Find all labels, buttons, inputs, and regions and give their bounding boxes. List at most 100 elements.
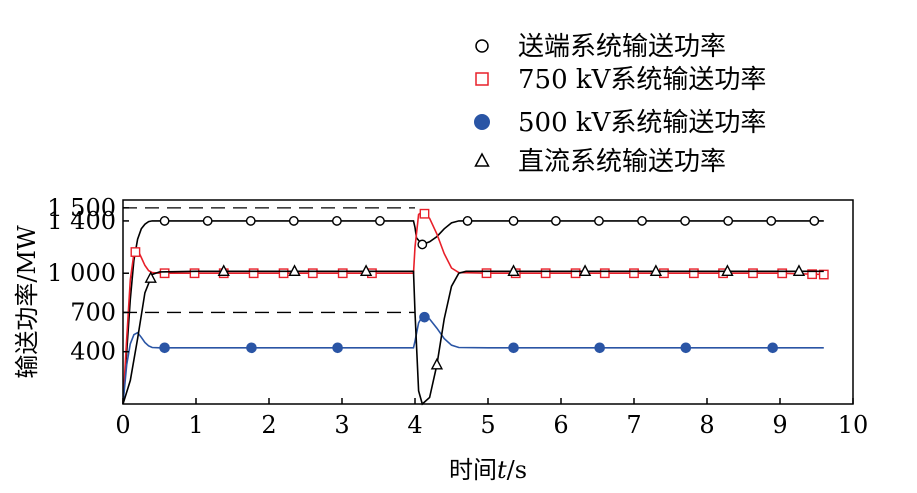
data-point [599,268,610,279]
data-point [550,216,561,226]
series-1 [122,216,824,405]
data-point [202,216,213,226]
x-tick-label: 10 [838,411,869,439]
data-point [680,216,690,226]
data-point [481,268,492,279]
series-line [122,315,824,405]
x-tick-label: 6 [553,411,568,439]
x-axis-label: 时间t/s [449,456,527,484]
data-point [578,264,592,276]
data-point [680,342,692,354]
legend-item: 500 kV系统输送功率 [474,108,766,138]
data-point [130,247,141,257]
y-tick-label: 1 400 [47,207,116,235]
data-point [417,239,428,250]
x-tick-label: 1 [188,411,203,439]
y-tick-label: 1 500 [47,194,116,222]
data-point [767,342,779,354]
legend-item: 750 kV系统输送功率 [475,65,766,95]
legend-marker [475,39,489,53]
data-point [217,264,230,276]
data-point [331,216,342,226]
data-point [430,357,444,370]
data-point [723,216,734,226]
data-point [508,342,519,354]
axes [122,199,854,405]
data-point [419,311,430,323]
data-point [594,342,605,354]
data-point [288,264,301,276]
data-point [144,271,157,283]
data-point [159,342,170,354]
x-axis-label-variable: t [497,456,507,484]
x-tick-label: 5 [480,411,495,439]
y-tick-label: 700 [70,298,116,326]
data-point [159,216,170,226]
legend-item: 直流系统输送功率 [474,147,726,177]
data-point [777,268,788,279]
data-point [508,216,519,226]
data-point [792,264,806,276]
x-tick-label: 8 [699,411,714,439]
legend-item: 送端系统输送功率 [475,32,726,62]
data-point [359,264,373,276]
x-tick-label: 3 [334,411,349,439]
legend-label: 500 kV系统输送功率 [518,108,766,138]
data-point [659,268,669,279]
legend-label: 直流系统输送功率 [518,147,726,177]
legend-label: 750 kV系统输送功率 [518,65,766,95]
x-axis-label-unit: /s [507,456,527,484]
data-point [570,268,581,279]
legend-marker [475,72,489,86]
data-point [288,216,299,226]
data-point [594,216,604,226]
data-point [278,268,289,279]
x-tick-label: 7 [626,411,641,439]
data-point [629,268,639,279]
x-tick-label: 4 [407,411,422,439]
series-line [122,270,824,406]
data-point [245,216,256,226]
data-point [688,268,699,279]
reference-lines [123,207,415,314]
legend-marker [474,152,490,167]
data-point [159,268,170,279]
series-layer [122,208,829,406]
y-tick-label: 400 [70,338,116,366]
data-point [246,342,257,354]
data-point [637,216,647,226]
x-tick-label: 9 [772,411,787,439]
data-point [307,268,318,279]
data-point [721,264,734,276]
data-point [337,268,348,279]
data-point [189,268,200,279]
data-point [809,216,820,226]
data-point [540,268,551,279]
legend-marker [474,114,490,130]
y-tick-label: 1 000 [47,259,116,287]
data-point [462,216,473,226]
plot-frame [122,199,854,405]
y-axis-label: 输送功率/MW [13,225,41,379]
x-tick-label: 2 [261,411,276,439]
data-point [375,216,385,226]
data-point [818,269,829,280]
data-point [332,342,343,354]
x-tick-label: 0 [115,411,130,439]
data-point [248,268,259,279]
series-3 [122,311,824,405]
data-point [748,268,758,279]
data-point [807,269,818,280]
x-axis-label-main: 时间 [449,456,497,484]
series-2 [122,208,829,405]
series-4 [122,264,824,406]
data-point [649,264,663,276]
legend-label: 送端系统输送功率 [518,32,726,62]
series-line [122,210,824,405]
series-line [122,220,824,405]
data-point [507,264,520,276]
data-point [419,208,430,219]
